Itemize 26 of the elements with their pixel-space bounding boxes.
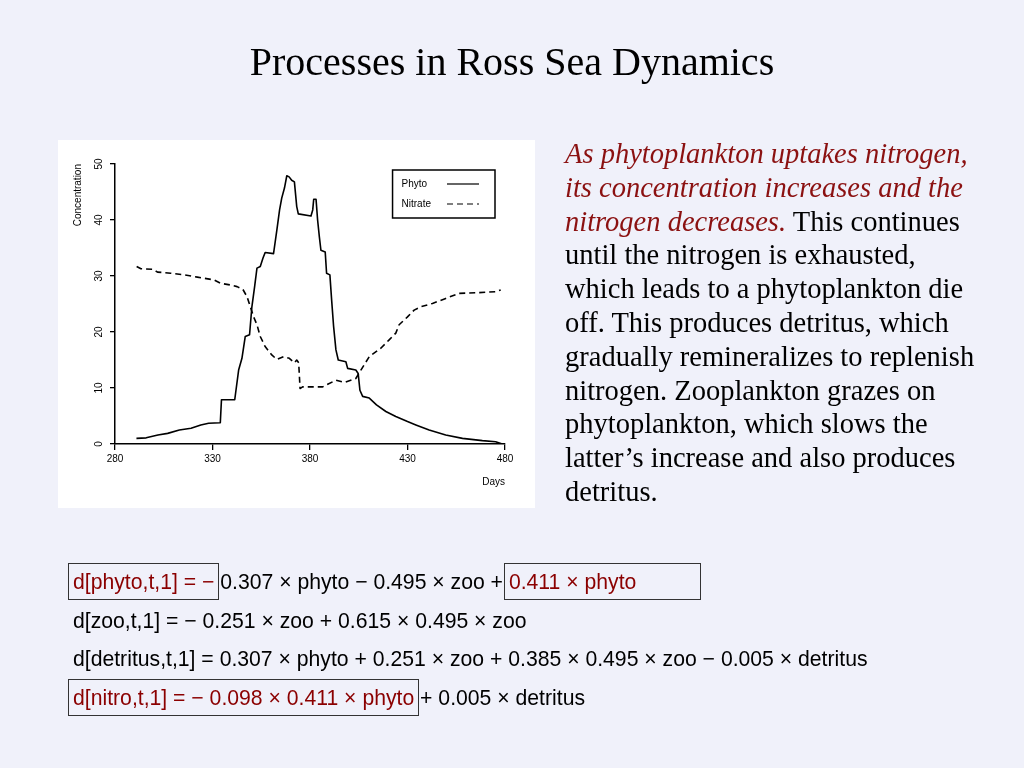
x-axis-title: Days bbox=[482, 475, 505, 487]
y-axis-title: Concentration bbox=[71, 164, 83, 227]
text: + 0.005 × detritus bbox=[420, 685, 586, 709]
text: until the nitrogen is exhausted, which leads to a phytoplankton die off. This produces detritus, which gradually remineralizes to replenish nitrogen. Zooplankton grazes on phytoplankton, which slows the latter’s increase and also produces detritus. bbox=[565, 239, 975, 507]
y-tick-label: 20 bbox=[92, 326, 104, 338]
text: d[detritus,t,1] = 0.307 × phyto + 0.251 × zoo + 0.385 × 0.495 × zoo − 0.005 × detritus bbox=[73, 647, 868, 670]
y-tick-label: 10 bbox=[92, 382, 104, 394]
text: d[zoo,t,1] = − 0.251 × zoo + 0.615 × 0.495 × zoo bbox=[73, 608, 527, 632]
chart-title: Processes in Ross Sea Dynamics bbox=[248, 38, 776, 86]
x-tick-label: 330 bbox=[204, 452, 222, 464]
legend-label: Nitrate bbox=[401, 197, 432, 209]
legend-label: Phyto bbox=[401, 177, 428, 189]
x-tick-label: 280 bbox=[106, 452, 124, 464]
text: nitrogen decreases. bbox=[565, 205, 787, 237]
y-tick-label: 0 bbox=[92, 440, 104, 447]
text: d[nitro,t,1] = − 0.098 × 0.411 × phyto bbox=[73, 685, 415, 709]
x-tick-label: 430 bbox=[399, 452, 417, 464]
text: 0.411 × phyto bbox=[508, 570, 637, 593]
y-tick-label: 30 bbox=[92, 270, 104, 282]
text: This continues bbox=[792, 205, 960, 237]
y-tick-label: 50 bbox=[92, 158, 104, 170]
x-tick-label: 480 bbox=[496, 452, 514, 464]
text: d[phyto,t,1] = − bbox=[73, 570, 215, 593]
y-tick-label: 40 bbox=[92, 214, 104, 226]
text: 0.307 × phyto − 0.495 × zoo + bbox=[220, 570, 503, 593]
x-tick-label: 380 bbox=[301, 452, 319, 464]
